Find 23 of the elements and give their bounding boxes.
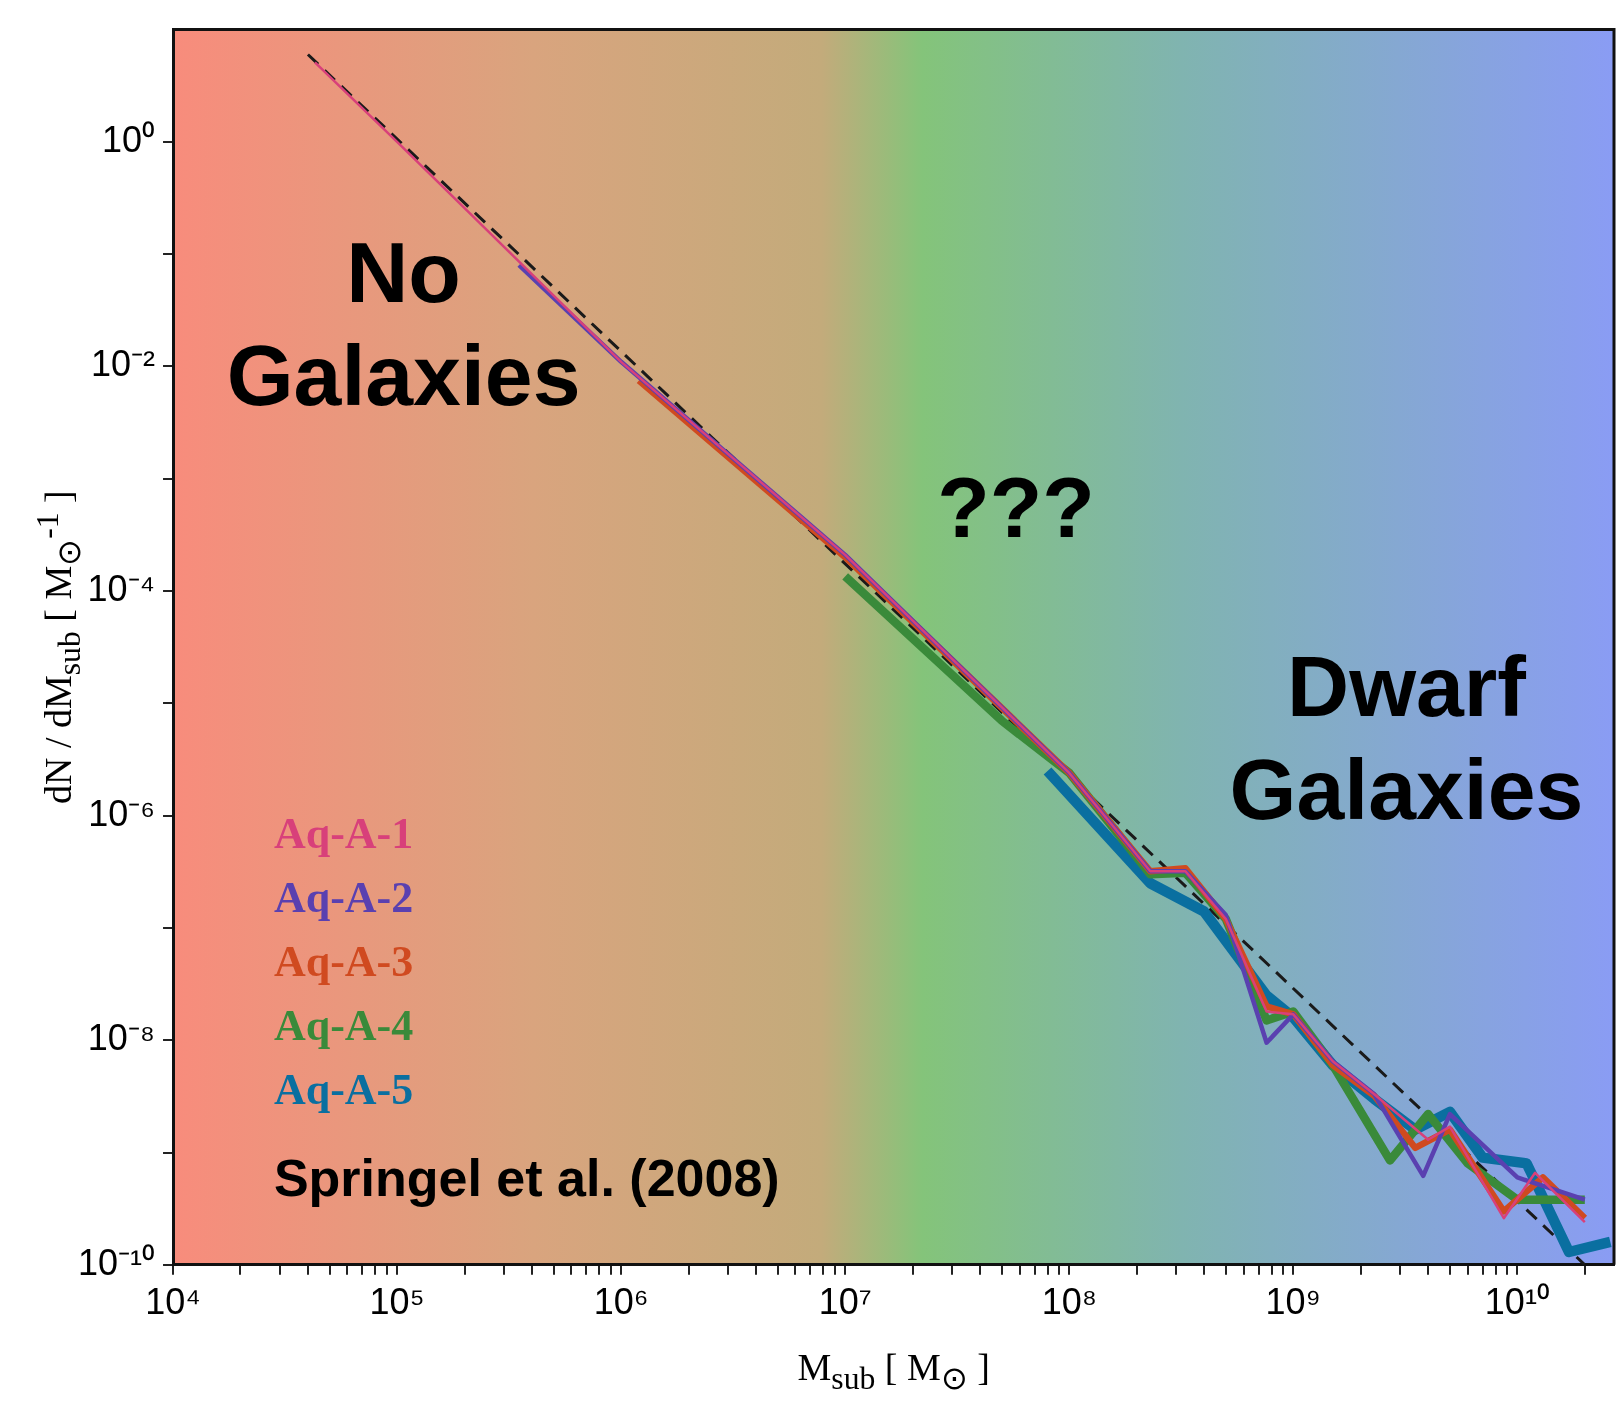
y-tick-label: 10⁻¹⁰ [78, 1241, 156, 1283]
annotation: Springel et al. (2008) [273, 1148, 780, 1210]
annotation: No Galaxies [225, 223, 582, 426]
y-tick-label: 10⁻⁸ [87, 1017, 156, 1059]
y-tick-label: 10⁰ [101, 118, 156, 160]
text: Aq-A-4 [273, 999, 414, 1052]
annotation: ??? [936, 457, 1096, 557]
y-tick-label: 10⁻⁶ [88, 792, 156, 834]
annotation: Dwarf Galaxies [1228, 636, 1585, 840]
x-tick-label: 10⁷ [818, 1281, 872, 1323]
y-tick-label: 10⁻² [91, 343, 156, 385]
x-tick-label: 10⁸ [1041, 1281, 1097, 1323]
y-tick-label: 10⁻⁴ [87, 567, 156, 609]
text: Aq-A-1 [273, 807, 414, 860]
x-axis-title: M$_{sub}$ [ M$_{⊙}$ ] [797, 1345, 990, 1397]
x-tick-label: 10⁹ [1265, 1281, 1322, 1323]
x-tick-label: 10¹⁰ [1484, 1281, 1550, 1323]
text: Aq-A-2 [273, 871, 414, 924]
x-tick-label: 10⁵ [369, 1281, 425, 1323]
x-tick-label: 10⁶ [593, 1281, 649, 1323]
text: Aq-A-3 [273, 935, 414, 988]
x-tick-label: 10⁴ [145, 1281, 201, 1323]
text: Aq-A-5 [273, 1063, 414, 1116]
